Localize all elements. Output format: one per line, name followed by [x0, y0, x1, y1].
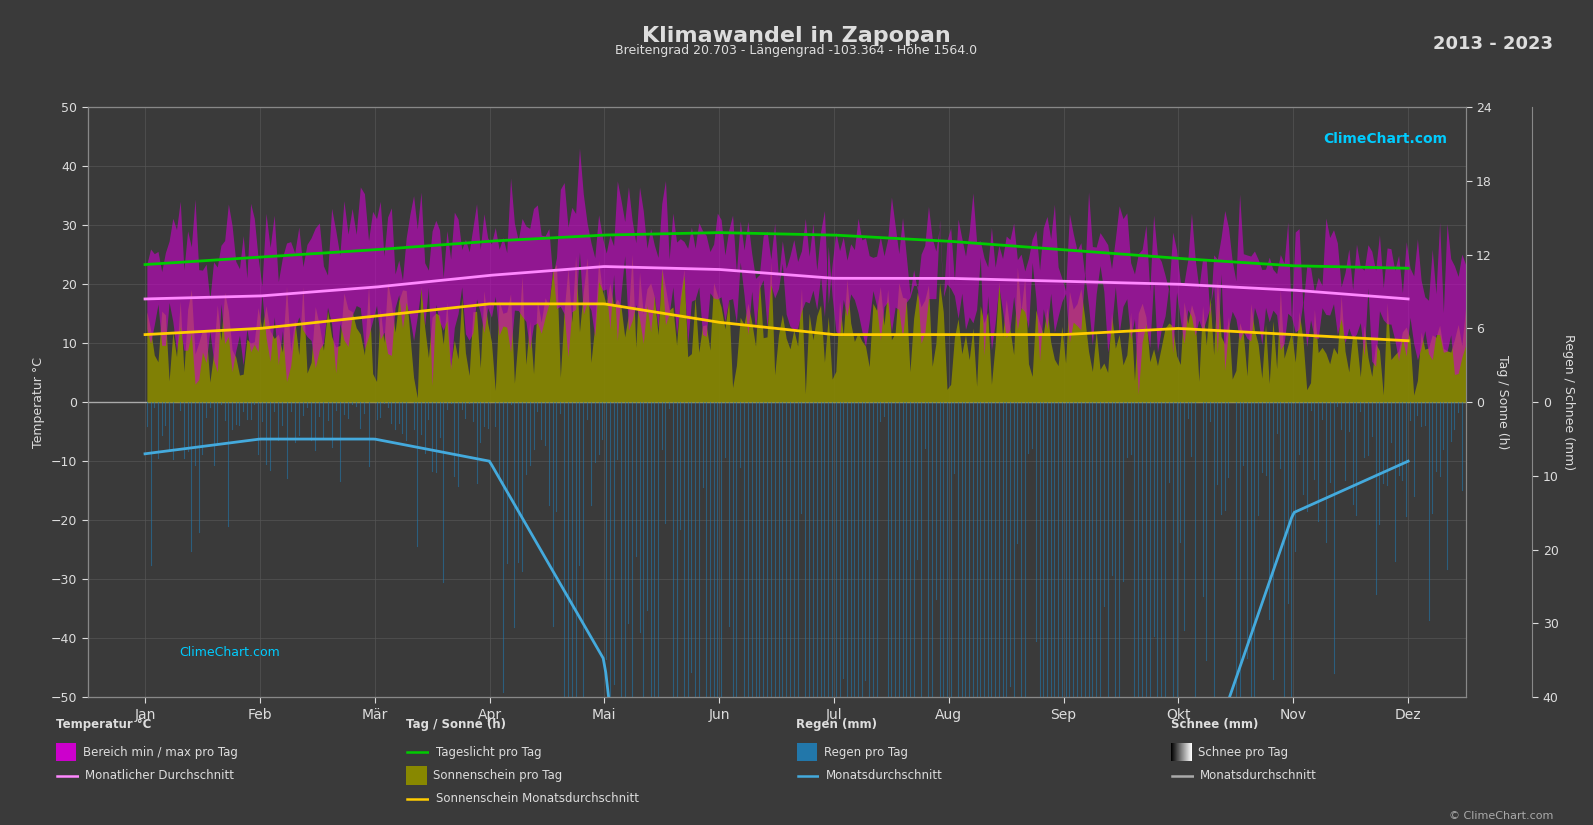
Text: Regen (mm): Regen (mm) [796, 718, 878, 731]
Text: ClimeChart.com: ClimeChart.com [180, 646, 280, 659]
Text: Monatsdurchschnitt: Monatsdurchschnitt [1200, 769, 1317, 782]
Text: Schnee pro Tag: Schnee pro Tag [1198, 746, 1289, 759]
Text: Regen pro Tag: Regen pro Tag [824, 746, 908, 759]
Text: Sonnenschein pro Tag: Sonnenschein pro Tag [433, 769, 562, 782]
Text: ClimeChart.com: ClimeChart.com [1324, 132, 1446, 146]
Text: Monatlicher Durchschnitt: Monatlicher Durchschnitt [84, 769, 234, 782]
Text: 2013 - 2023: 2013 - 2023 [1434, 35, 1553, 53]
Text: Bereich min / max pro Tag: Bereich min / max pro Tag [83, 746, 237, 759]
Text: Monatsdurchschnitt: Monatsdurchschnitt [825, 769, 943, 782]
Text: Klimawandel in Zapopan: Klimawandel in Zapopan [642, 26, 951, 46]
Text: Temperatur °C: Temperatur °C [56, 718, 151, 731]
Y-axis label: Regen / Schnee (mm): Regen / Schnee (mm) [1563, 334, 1575, 470]
Text: Tageslicht pro Tag: Tageslicht pro Tag [435, 746, 542, 759]
Text: Schnee (mm): Schnee (mm) [1171, 718, 1258, 731]
Y-axis label: Tag / Sonne (h): Tag / Sonne (h) [1496, 355, 1509, 450]
Text: Breitengrad 20.703 - Längengrad -103.364 - Höhe 1564.0: Breitengrad 20.703 - Längengrad -103.364… [615, 44, 978, 57]
Text: Sonnenschein Monatsdurchschnitt: Sonnenschein Monatsdurchschnitt [435, 792, 639, 805]
Text: © ClimeChart.com: © ClimeChart.com [1448, 811, 1553, 821]
Y-axis label: Temperatur °C: Temperatur °C [32, 356, 45, 448]
Text: Tag / Sonne (h): Tag / Sonne (h) [406, 718, 507, 731]
